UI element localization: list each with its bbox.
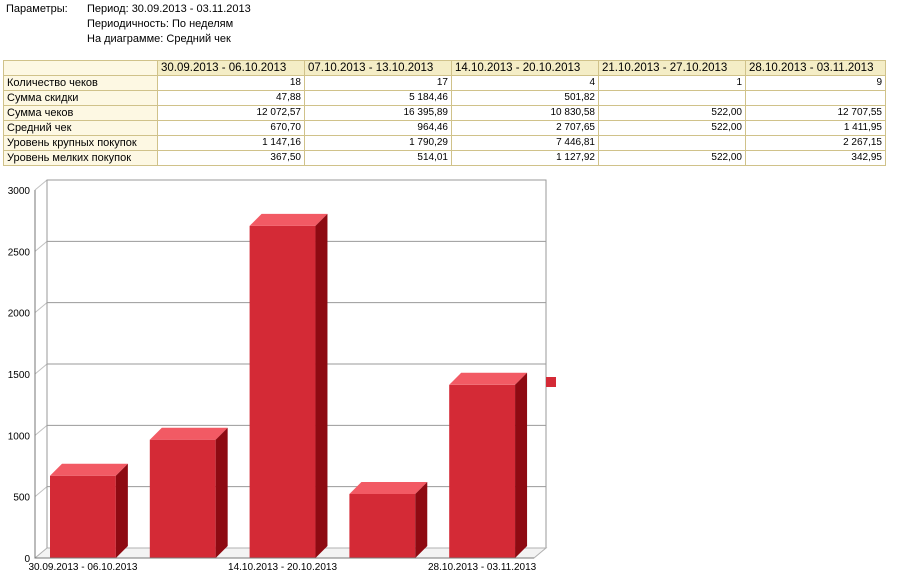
y-tick-label: 2500 — [8, 247, 31, 258]
table-cell: 7 446,81 — [451, 135, 599, 151]
gridline-diagonal — [34, 424, 48, 436]
gridline-diagonal — [34, 240, 48, 252]
bar-side — [315, 213, 328, 558]
gridline-diagonal — [34, 179, 48, 191]
table-cell: 514,01 — [304, 150, 452, 166]
table-cell: 12 707,55 — [745, 105, 886, 121]
table-cell: 1 — [598, 75, 746, 91]
y-tick-label: 3000 — [8, 186, 31, 197]
periodicity-text: Периодичность: По неделям — [87, 18, 234, 30]
period-text: Период: 30.09.2013 - 03.11.2013 — [87, 3, 251, 15]
bar-side — [215, 427, 228, 558]
table-cell: 367,50 — [157, 150, 305, 166]
table-cell: 964,46 — [304, 120, 452, 136]
row-label: Количество чеков — [3, 75, 158, 91]
table-cell: 342,95 — [745, 150, 886, 166]
table-cell — [598, 135, 746, 151]
table-cell — [745, 90, 886, 106]
table-header-row: 30.09.2013 - 06.10.2013 07.10.2013 - 13.1… — [3, 60, 886, 76]
y-tick-label: 500 — [13, 493, 30, 504]
row-label: Сумма чеков — [3, 105, 158, 121]
table-row: Сумма скидки 47,88 5 184,46 501,82 — [3, 90, 886, 106]
table-cell: 670,70 — [157, 120, 305, 136]
bar-chart: 0 500 1000 1500 2000 2500 3000 30.09.2013 - 06.… — [8, 179, 556, 573]
table-cell: 10 830,58 — [451, 105, 599, 121]
row-label: Средний чек — [3, 120, 158, 136]
x-tick-label: 30.09.2013 - 06.10.2013 — [28, 562, 137, 573]
table-cell: 5 184,46 — [304, 90, 452, 106]
chart-indicator-text: На диаграмме: Средний чек — [87, 33, 231, 45]
table-cell: 18 — [157, 75, 305, 91]
row-label: Уровень мелких покупок — [3, 150, 158, 166]
table-row: Сумма чеков 12 072,57 16 395,89 10 830,58 52… — [3, 105, 886, 121]
table-cell: 2 267,15 — [745, 135, 886, 151]
table-cell: 12 072,57 — [157, 105, 305, 121]
bar — [249, 225, 316, 558]
table-cell — [598, 90, 746, 106]
table-row: Количество чеков 18 17 4 1 9 — [3, 75, 886, 91]
legend-swatch — [546, 377, 556, 387]
report-table: 30.09.2013 - 06.10.2013 07.10.2013 - 13.1… — [3, 60, 886, 166]
y-tick-label: 0 — [24, 554, 30, 565]
x-tick-label: 28.10.2013 - 03.11.2013 — [428, 562, 537, 573]
table-corner-cell — [3, 60, 158, 76]
bar — [349, 493, 416, 558]
bar-top — [449, 372, 528, 385]
bar-top — [349, 481, 428, 494]
table-cell: 522,00 — [598, 105, 746, 121]
table-row: Средний чек 670,70 964,46 2 707,65 522,00 1 4… — [3, 120, 886, 136]
table-cell: 1 411,95 — [745, 120, 886, 136]
table-cell: 522,00 — [598, 120, 746, 136]
table-cell: 47,88 — [157, 90, 305, 106]
table-cell: 1 147,16 — [157, 135, 305, 151]
bar-top — [50, 463, 128, 476]
table-cell: 522,00 — [598, 150, 746, 166]
table-cell: 1 127,92 — [451, 150, 599, 166]
bar-top — [249, 213, 328, 226]
bar — [149, 439, 216, 558]
table-row: Уровень крупных покупок 1 147,16 1 790,29 7… — [3, 135, 886, 151]
row-label: Уровень крупных покупок — [3, 135, 158, 151]
table-cell: 16 395,89 — [304, 105, 452, 121]
gridline-diagonal — [34, 302, 48, 314]
table-cell: 17 — [304, 75, 452, 91]
parameters-label: Параметры: — [6, 3, 68, 15]
y-tick-label: 1000 — [8, 431, 31, 442]
bar-side — [515, 372, 528, 558]
bar-side — [115, 463, 128, 558]
row-label: Сумма скидки — [3, 90, 158, 106]
table-cell: 2 707,65 — [451, 120, 599, 136]
table-cell: 4 — [451, 75, 599, 91]
column-header: 28.10.2013 - 03.11.2013 — [745, 60, 886, 76]
table-cell: 501,82 — [451, 90, 599, 106]
table-cell: 1 790,29 — [304, 135, 452, 151]
gridline-diagonal — [34, 363, 48, 375]
column-header: 21.10.2013 - 27.10.2013 — [598, 60, 746, 76]
bar — [449, 384, 516, 558]
table-cell: 9 — [745, 75, 886, 91]
column-header: 14.10.2013 - 20.10.2013 — [451, 60, 599, 76]
column-header: 30.09.2013 - 06.10.2013 — [157, 60, 305, 76]
y-tick-label: 1500 — [8, 370, 31, 381]
gridline-diagonal — [34, 486, 48, 498]
bar-top — [149, 427, 228, 440]
bar — [50, 475, 116, 558]
y-tick-label: 2000 — [8, 309, 31, 320]
x-tick-label: 14.10.2013 - 20.10.2013 — [228, 562, 337, 573]
table-row: Уровень мелких покупок 367,50 514,01 1 127,… — [3, 150, 886, 166]
bar-side — [415, 481, 428, 558]
column-header: 07.10.2013 - 13.10.2013 — [304, 60, 452, 76]
